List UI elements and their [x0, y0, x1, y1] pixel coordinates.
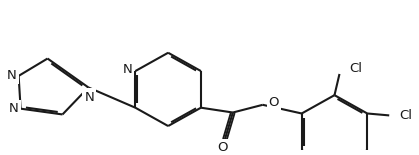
Text: N: N: [9, 102, 18, 115]
Text: N: N: [123, 63, 132, 76]
Text: Cl: Cl: [349, 62, 362, 75]
Text: Cl: Cl: [399, 109, 412, 122]
Text: N: N: [7, 69, 17, 82]
Text: N: N: [85, 91, 94, 104]
Text: O: O: [269, 96, 279, 109]
Text: O: O: [217, 141, 228, 154]
